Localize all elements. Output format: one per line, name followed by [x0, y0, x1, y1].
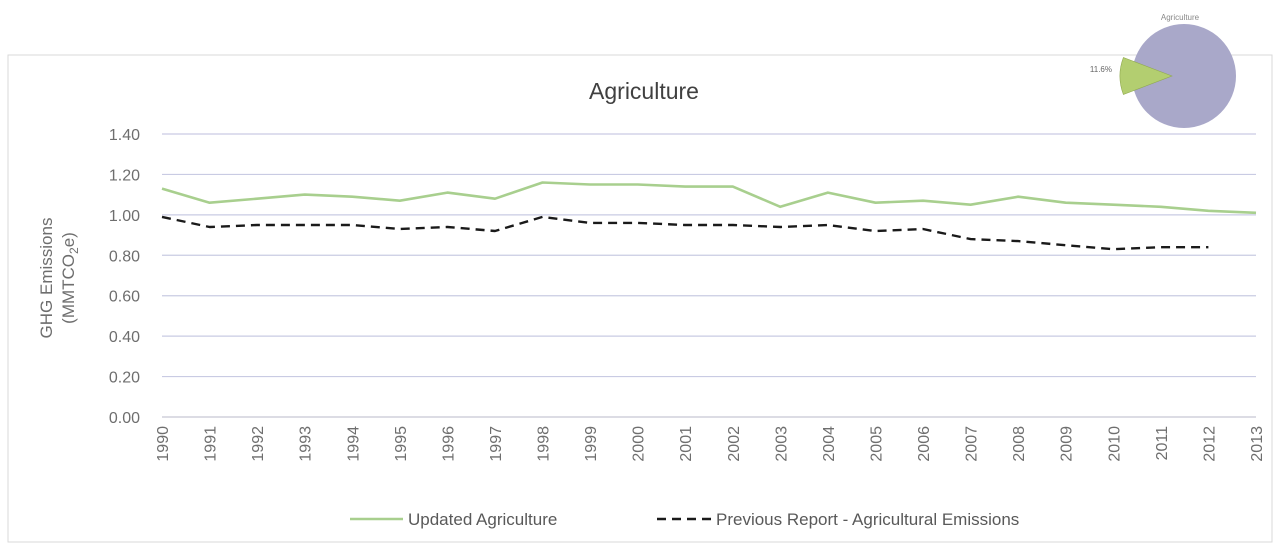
y-axis-label-unit: (MMTCO2e) — [59, 232, 81, 324]
inset-pie-chart: Agriculture 11.6% — [1090, 13, 1236, 128]
y-tick-label: 0.40 — [109, 329, 140, 346]
y-tick-label: 1.00 — [109, 208, 140, 225]
x-tick-label: 1999 — [583, 426, 600, 462]
legend: Updated Agriculture Previous Report - Ag… — [350, 510, 1019, 529]
x-tick-label: 2008 — [1011, 426, 1028, 462]
x-tick-label: 1995 — [393, 426, 410, 462]
x-tick-label: 2007 — [964, 426, 981, 462]
y-axis-ticks: 0.00 0.20 0.40 0.60 0.80 1.00 1.20 1.40 — [109, 127, 140, 427]
series-line-updated-agriculture — [161, 181, 1257, 215]
x-tick-label: 1994 — [345, 426, 362, 462]
y-tick-label: 0.20 — [109, 370, 140, 387]
y-axis-unit-subscript: 2 — [67, 247, 81, 254]
x-tick-label: 2003 — [773, 426, 790, 462]
legend-label-updated-agriculture: Updated Agriculture — [408, 510, 557, 529]
pie-slice-rest — [1132, 24, 1236, 128]
pie-slice-agriculture — [1119, 57, 1173, 95]
y-axis-label-main: GHG Emissions — [37, 218, 56, 339]
x-tick-label: 1993 — [298, 426, 315, 462]
y-axis-label: GHG Emissions (MMTCO2e) — [37, 218, 81, 339]
x-tick-label: 2000 — [631, 426, 648, 462]
x-tick-label: 2012 — [1201, 426, 1218, 462]
y-tick-label: 0.00 — [109, 410, 140, 427]
y-tick-label: 1.20 — [109, 167, 140, 184]
x-tick-label: 1990 — [155, 426, 172, 462]
gridlines — [162, 133, 1256, 418]
chart-title: Agriculture — [589, 78, 699, 104]
x-tick-label: 2002 — [726, 426, 743, 462]
x-tick-label: 1991 — [203, 426, 220, 462]
x-tick-label: 2006 — [916, 426, 933, 462]
series-line-previous-report — [161, 215, 1209, 251]
x-tick-label: 2009 — [1059, 426, 1076, 462]
x-axis-ticks: 1990 1991 1992 1993 1994 1995 1996 1997 1998 1999… — [155, 426, 1266, 462]
x-tick-label: 2005 — [868, 426, 885, 462]
x-tick-label: 2010 — [1106, 426, 1123, 462]
y-tick-label: 0.60 — [109, 289, 140, 306]
x-tick-label: 1992 — [250, 426, 267, 462]
y-tick-label: 1.40 — [109, 127, 140, 144]
x-tick-label: 2004 — [821, 426, 838, 462]
x-tick-label: 2011 — [1154, 426, 1171, 461]
legend-label-previous-report: Previous Report - Agricultural Emissions — [716, 510, 1019, 529]
pie-title: Agriculture — [1161, 13, 1200, 22]
x-tick-label: 2013 — [1249, 426, 1266, 462]
y-tick-label: 0.80 — [109, 248, 140, 265]
x-tick-label: 1997 — [488, 426, 505, 462]
series-lines — [161, 181, 1257, 251]
x-tick-label: 1998 — [536, 426, 553, 462]
y-axis-unit-start: (MMTCO — [59, 254, 78, 324]
y-axis-unit-end: e) — [59, 232, 78, 247]
x-tick-label: 2001 — [678, 426, 695, 462]
x-tick-label: 1996 — [440, 426, 457, 462]
chart-frame — [7, 54, 1273, 543]
pie-slice-label: 11.6% — [1090, 65, 1112, 74]
